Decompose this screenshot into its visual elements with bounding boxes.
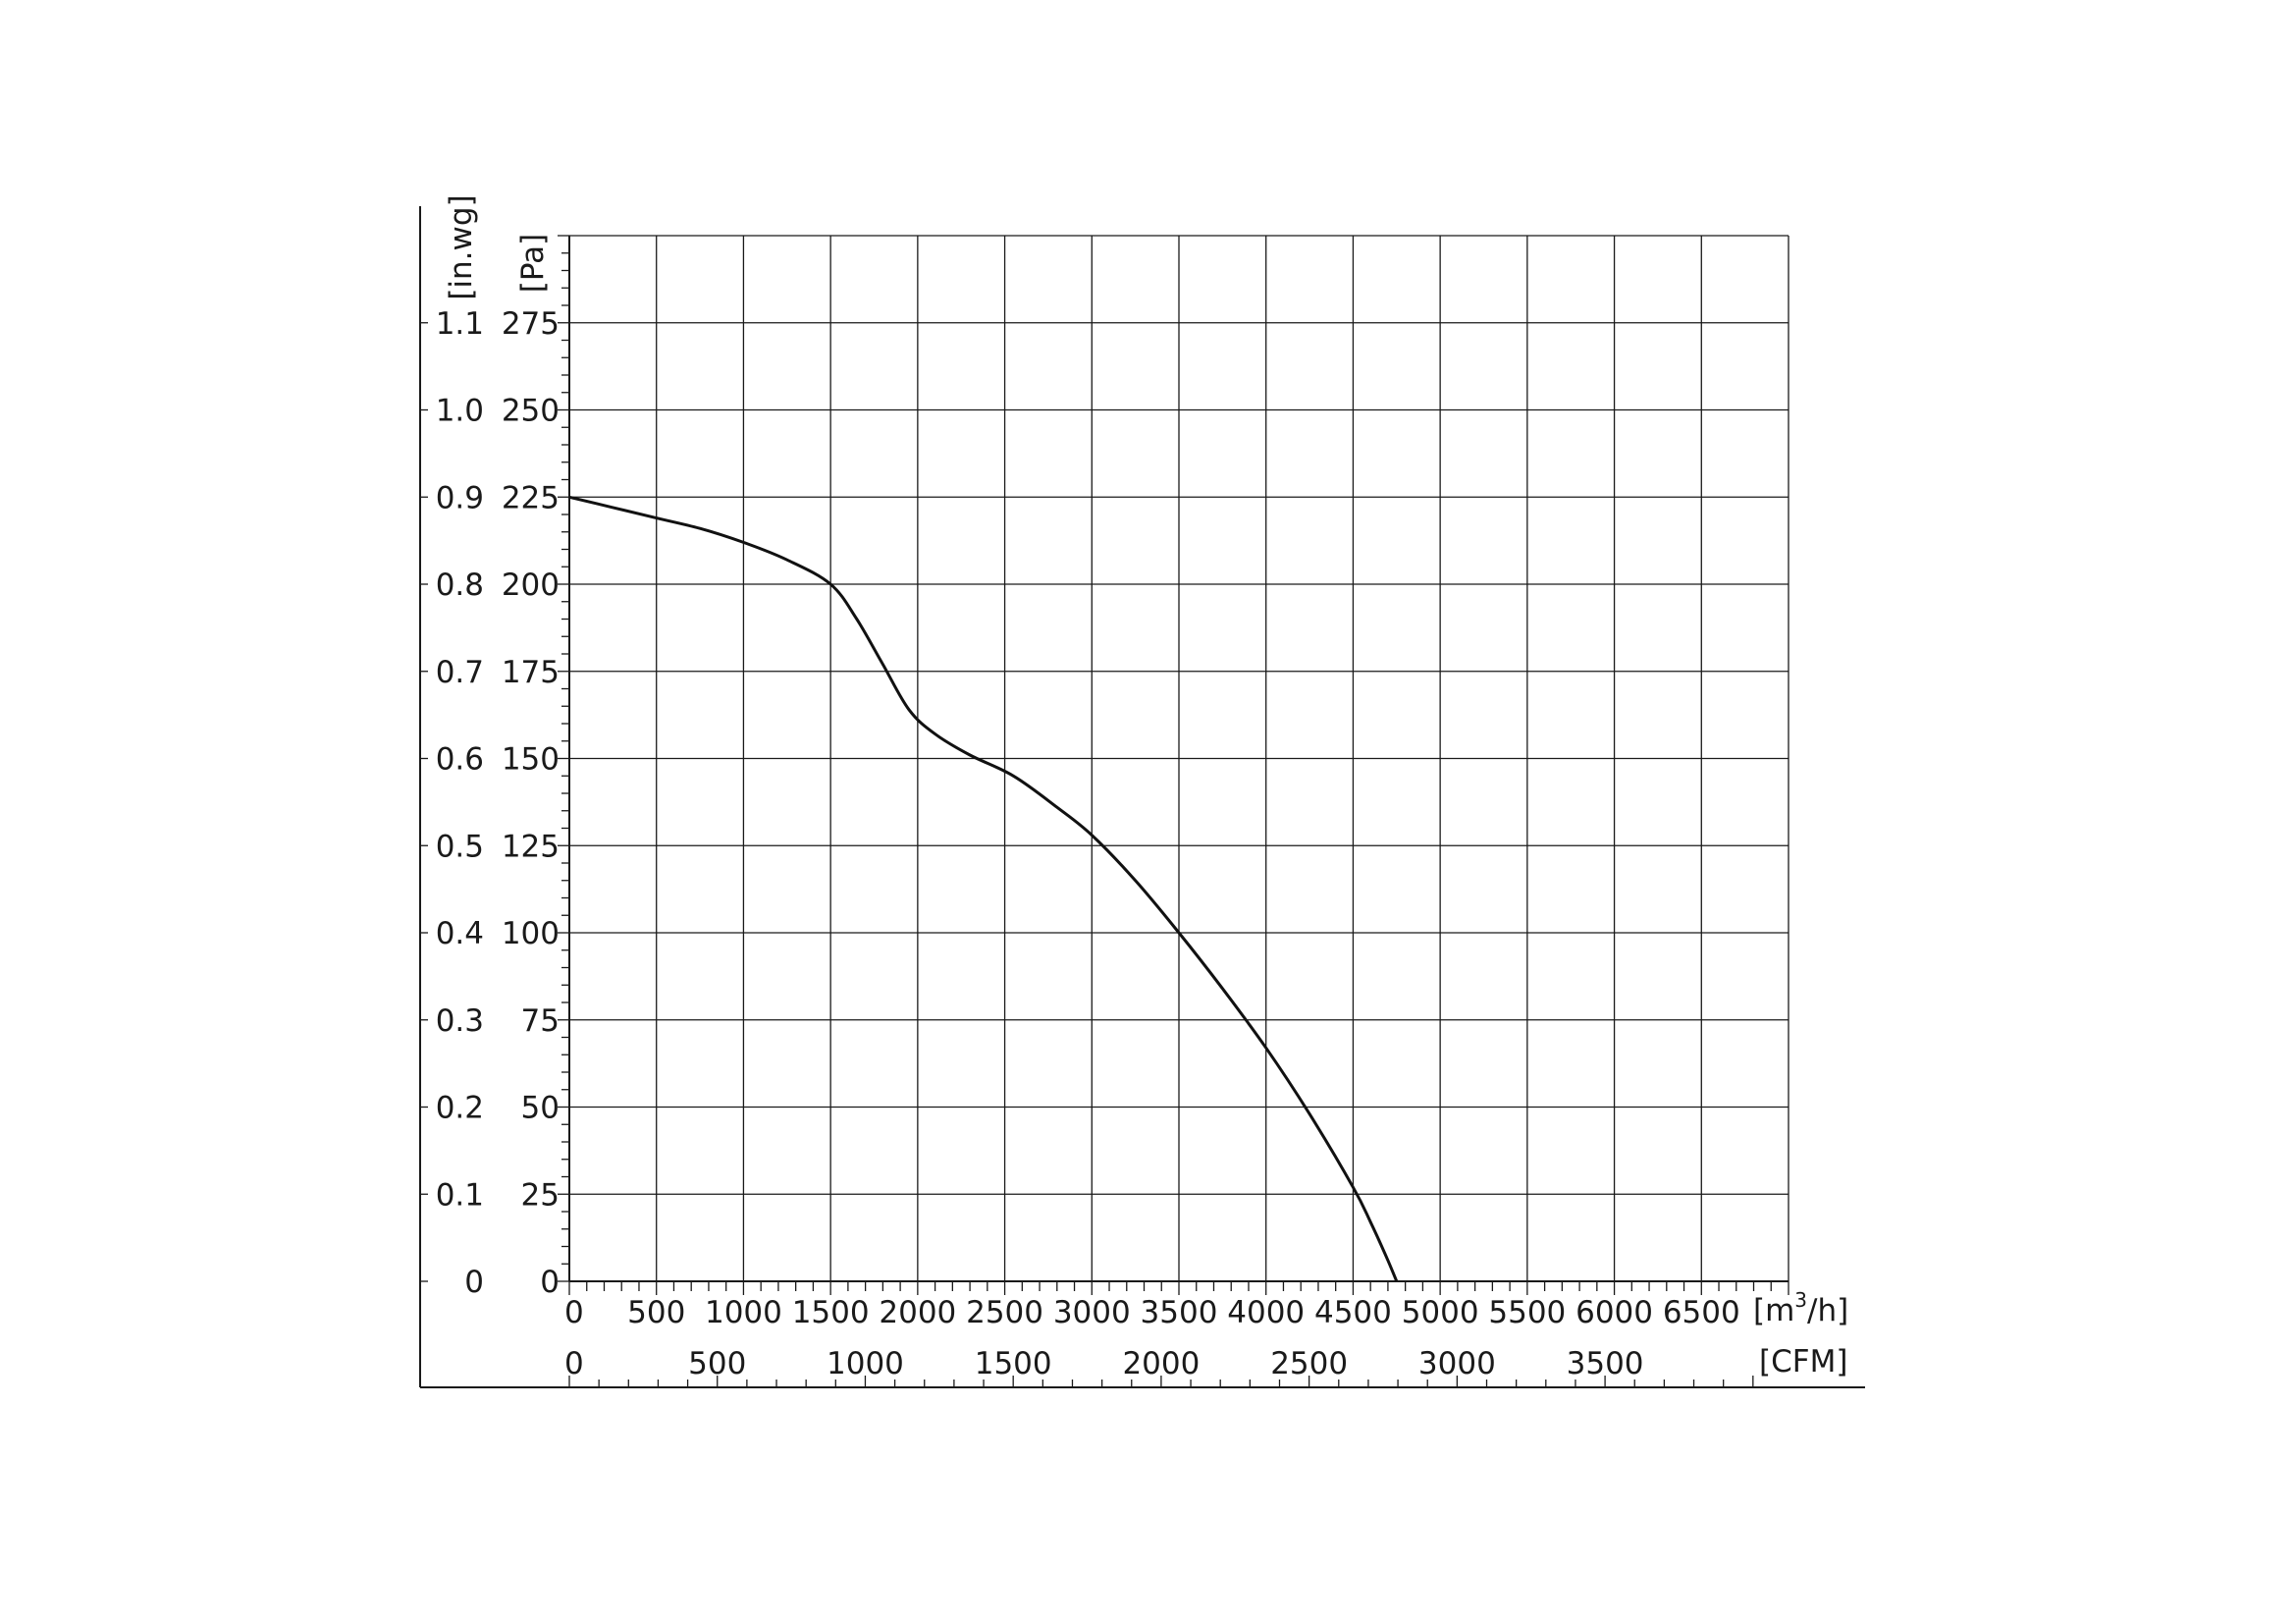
tick-labels: 0 25 50 75 100 125 150 175 200 225 250 275 0 0.1 0.2 0.… bbox=[436, 306, 1740, 1381]
y2-tick-label: 0 bbox=[464, 1265, 484, 1300]
x-tick-label: 2000 bbox=[879, 1295, 956, 1330]
x-tick-label: 3500 bbox=[1141, 1295, 1218, 1330]
y-tick-label: 275 bbox=[502, 306, 560, 342]
grid bbox=[568, 235, 1789, 1282]
y-tick-label: 150 bbox=[502, 742, 560, 778]
y2-tick-label: 1.1 bbox=[436, 306, 484, 342]
x-tick-label: 3000 bbox=[1053, 1295, 1131, 1330]
axes-frame bbox=[419, 206, 1865, 1388]
x-tick-label: 1000 bbox=[705, 1295, 782, 1330]
x2-axis-label-cfm: [CFM] bbox=[1759, 1344, 1847, 1380]
x-tick-label: 500 bbox=[627, 1295, 685, 1330]
y-tick-label: 250 bbox=[502, 394, 560, 429]
x-tick-label: 5000 bbox=[1402, 1295, 1479, 1330]
x2-tick-label: 2500 bbox=[1270, 1346, 1348, 1381]
y2-tick-label: 0.2 bbox=[436, 1091, 484, 1126]
x-tick-label: 1500 bbox=[792, 1295, 870, 1330]
x2-tick-label: 2000 bbox=[1122, 1346, 1200, 1381]
x2-tick-label: 3500 bbox=[1567, 1346, 1644, 1381]
y2-tick-label: 0.3 bbox=[436, 1003, 484, 1039]
y-tick-label: 100 bbox=[502, 916, 560, 951]
y2-tick-label: 0.5 bbox=[436, 829, 484, 864]
y-tick-label: 25 bbox=[521, 1177, 560, 1213]
y2-tick-label: 0.1 bbox=[436, 1177, 484, 1213]
y2-tick-label: 0.6 bbox=[436, 742, 484, 778]
x-tick-label: 5500 bbox=[1488, 1295, 1566, 1330]
y-tick-label: 225 bbox=[502, 480, 560, 515]
y-tick-label: 0 bbox=[540, 1265, 560, 1300]
x-tick-label: 6500 bbox=[1663, 1295, 1740, 1330]
x-tick-label: 2500 bbox=[966, 1295, 1043, 1330]
y-tick-label: 75 bbox=[521, 1003, 560, 1039]
y-tick-label: 125 bbox=[502, 829, 560, 864]
performance-curve bbox=[568, 495, 1399, 1282]
y2-tick-label: 0.9 bbox=[436, 480, 484, 515]
y-axis-label-pa: [Pa] bbox=[515, 234, 551, 294]
x-tick-label: 0 bbox=[564, 1295, 584, 1330]
y2-tick-label: 1.0 bbox=[436, 394, 484, 429]
y2-tick-label: 0.8 bbox=[436, 568, 484, 603]
y2-axis-label-inwg: [in.wg] bbox=[444, 194, 479, 299]
y-tick-label: 50 bbox=[521, 1091, 560, 1126]
x-tick-label: 4500 bbox=[1314, 1295, 1392, 1330]
y-tick-label: 200 bbox=[502, 568, 560, 603]
x-tick-label: 6000 bbox=[1575, 1295, 1653, 1330]
x2-tick-label: 1000 bbox=[827, 1346, 904, 1381]
y2-tick-label: 0.4 bbox=[436, 916, 484, 951]
x-tick-label: 4000 bbox=[1227, 1295, 1305, 1330]
x2-tick-label: 3000 bbox=[1418, 1346, 1496, 1381]
y-tick-label: 175 bbox=[502, 655, 560, 690]
x2-tick-label: 500 bbox=[688, 1346, 746, 1381]
series-layer bbox=[568, 495, 1399, 1282]
x2-tick-label: 0 bbox=[564, 1346, 584, 1381]
x2-tick-label: 1500 bbox=[975, 1346, 1052, 1381]
x-axis-label-m3h: [m3/h] bbox=[1753, 1288, 1848, 1328]
y2-tick-label: 0.7 bbox=[436, 655, 484, 690]
minor-ticks bbox=[558, 235, 1789, 1387]
